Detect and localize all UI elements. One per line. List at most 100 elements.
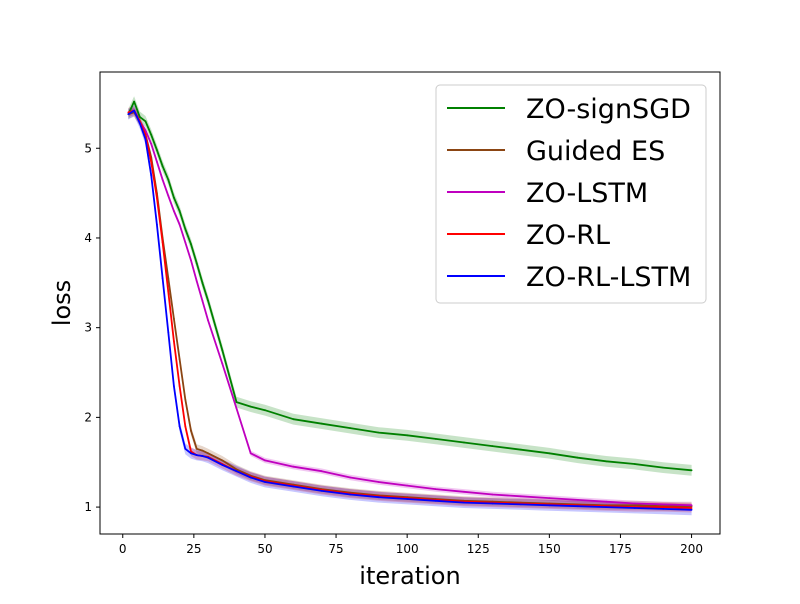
point-zo-lstm [463, 490, 465, 493]
point-zo-lstm [144, 129, 147, 132]
point-zo-lstm [434, 488, 437, 490]
point-zo-rl-lstm [221, 464, 224, 466]
x-tick-label: 100 [396, 542, 419, 556]
point-zo-signsgd [249, 405, 252, 408]
point-guided-es [190, 429, 192, 432]
point-zo-lstm [264, 459, 266, 462]
point-zo-signsgd [133, 100, 136, 103]
series-lines [127, 100, 693, 511]
legend-label-zo-signsgd: ZO-signSGD [526, 94, 691, 125]
x-axis-label: iteration [359, 562, 460, 590]
point-zo-signsgd [207, 299, 210, 302]
legend-label-guided-es: Guided ES [526, 136, 665, 167]
point-zo-rl [144, 133, 147, 136]
point-zo-signsgd [144, 120, 147, 123]
point-zo-signsgd [167, 178, 170, 181]
point-zo-signsgd [201, 281, 204, 284]
point-zo-rl-lstm [184, 447, 187, 450]
line-zo-lstm [128, 109, 692, 507]
point-zo-lstm [292, 465, 295, 468]
y-tick-label: 1 [84, 500, 92, 514]
point-zo-rl-lstm [133, 109, 136, 112]
y-tick-label: 2 [84, 410, 92, 424]
point-zo-signsgd [463, 441, 465, 444]
point-zo-rl-lstm [576, 505, 579, 508]
line-zo-rl-lstm [127, 109, 692, 511]
point-zo-rl [178, 385, 181, 387]
point-zo-rl [662, 506, 664, 508]
point-zo-rl [173, 340, 175, 342]
point-zo-signsgd [292, 418, 295, 421]
point-guided-es [633, 504, 636, 507]
point-zo-signsgd [662, 466, 664, 469]
x-tick-label: 125 [467, 542, 490, 556]
point-zo-rl-lstm [605, 506, 608, 508]
point-zo-rl-lstm [520, 503, 522, 506]
point-zo-rl-lstm [249, 476, 252, 479]
point-zo-lstm [520, 495, 522, 498]
point-zo-lstm [207, 319, 210, 322]
point-zo-rl-lstm [633, 507, 636, 509]
y-tick-label: 3 [84, 321, 92, 335]
point-zo-rl-lstm [173, 385, 175, 387]
point-zo-lstm [190, 259, 192, 262]
point-zo-rl-lstm [662, 508, 664, 510]
point-zo-lstm [349, 476, 352, 479]
point-zo-signsgd [138, 116, 141, 118]
point-zo-signsgd [491, 445, 494, 447]
point-zo-rl-lstm [167, 331, 170, 334]
point-zo-signsgd [150, 133, 153, 136]
point-zo-rl-lstm [178, 425, 181, 428]
point-zo-signsgd [264, 409, 266, 412]
x-tick-label: 75 [328, 542, 343, 556]
x-tick-label: 50 [257, 542, 272, 556]
point-zo-lstm [161, 178, 164, 181]
point-zo-rl-lstm [377, 496, 380, 499]
point-zo-lstm [184, 241, 187, 244]
legend-label-zo-lstm: ZO-LSTM [526, 178, 648, 209]
point-zo-signsgd [235, 401, 238, 403]
point-zo-lstm [249, 452, 252, 455]
point-zo-lstm [690, 504, 693, 507]
point-guided-es [173, 317, 175, 320]
point-zo-signsgd [633, 463, 636, 465]
point-zo-rl-lstm [463, 501, 465, 504]
point-zo-rl-lstm [144, 138, 147, 141]
point-zo-signsgd [320, 422, 323, 425]
point-zo-signsgd [178, 210, 181, 212]
point-zo-rl-lstm [548, 504, 551, 507]
line-zo-signsgd [127, 100, 692, 472]
point-zo-signsgd [605, 460, 608, 463]
point-zo-rl [161, 241, 164, 244]
y-axis-ticks: 1 2 3 4 5 [84, 141, 100, 514]
point-zo-signsgd [156, 149, 158, 151]
x-tick-label: 0 [119, 542, 127, 556]
legend-label-zo-rl: ZO-RL [526, 220, 610, 251]
y-tick-label: 5 [84, 141, 92, 155]
legend: ZO-signSGD Guided ES ZO-LSTM ZO-RL ZO-RL-LST… [435, 84, 707, 304]
point-zo-lstm [178, 223, 181, 226]
plot-frame [99, 71, 721, 535]
y-axis-label: loss [48, 280, 76, 326]
point-zo-rl [150, 160, 153, 163]
point-zo-signsgd [349, 427, 352, 429]
point-zo-signsgd [690, 469, 693, 472]
point-zo-signsgd [161, 165, 164, 168]
point-zo-rl [690, 507, 693, 509]
x-axis-ticks: 0 25 50 75 100 125 150 175 200 [119, 534, 703, 556]
point-zo-rl [127, 111, 130, 114]
point-zo-signsgd [190, 243, 192, 246]
point-zo-lstm [576, 499, 579, 501]
point-guided-es [167, 277, 170, 280]
point-zo-rl-lstm [156, 223, 158, 226]
point-guided-es [235, 468, 238, 471]
point-zo-rl-lstm [491, 502, 494, 505]
point-zo-lstm [195, 280, 198, 282]
point-zo-rl-lstm [190, 452, 192, 455]
point-zo-rl-lstm [235, 470, 238, 473]
x-tick-label: 175 [609, 542, 632, 556]
point-zo-lstm [235, 407, 238, 410]
point-zo-rl [167, 290, 170, 293]
